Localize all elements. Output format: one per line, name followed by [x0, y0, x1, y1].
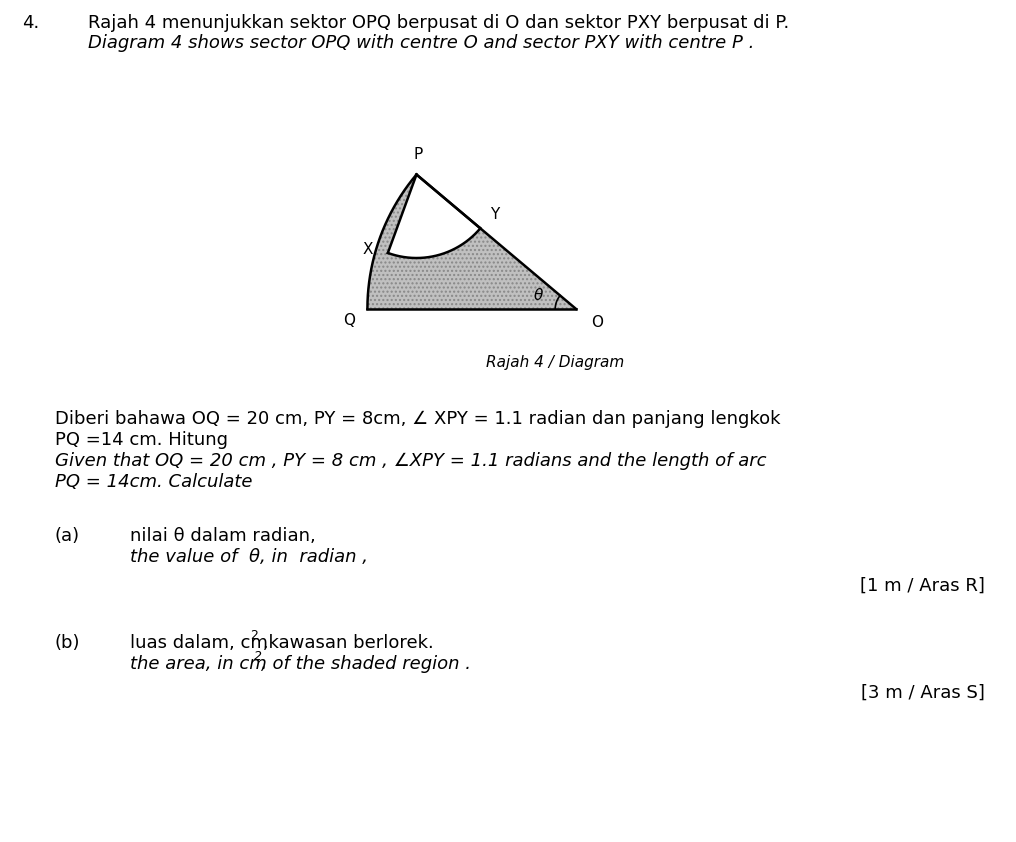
Text: 2: 2	[250, 629, 258, 642]
Text: P: P	[414, 147, 424, 162]
Text: [3 m / Aras S]: [3 m / Aras S]	[862, 684, 985, 702]
Text: PQ =14 cm. Hitung: PQ =14 cm. Hitung	[55, 431, 228, 449]
Polygon shape	[388, 174, 481, 258]
Text: luas dalam, cm: luas dalam, cm	[130, 634, 268, 652]
Text: (b): (b)	[55, 634, 80, 652]
Text: ,kawasan berlorek.: ,kawasan berlorek.	[257, 634, 434, 652]
Text: 2: 2	[254, 650, 262, 663]
Text: Diagram 4 shows sector OPQ with centre O and sector PXY with centre P .: Diagram 4 shows sector OPQ with centre O…	[88, 34, 754, 52]
Text: O: O	[591, 315, 604, 330]
Text: Diberi bahawa OQ = 20 cm, PY = 8cm, ∠ XPY = 1.1 radian dan panjang lengkok: Diberi bahawa OQ = 20 cm, PY = 8cm, ∠ XP…	[55, 410, 780, 428]
Text: the value of  θ, in  radian ,: the value of θ, in radian ,	[130, 548, 368, 566]
Text: (a): (a)	[55, 527, 80, 545]
Text: Y: Y	[491, 207, 500, 222]
Text: PQ = 14cm. Calculate: PQ = 14cm. Calculate	[55, 473, 253, 491]
Text: Q: Q	[342, 312, 355, 328]
Text: 4.: 4.	[22, 14, 40, 32]
Text: Given that OQ = 20 cm , PY = 8 cm , ∠XPY = 1.1 radians and the length of arc: Given that OQ = 20 cm , PY = 8 cm , ∠XPY…	[55, 452, 766, 470]
Text: Rajah 4 / Diagram: Rajah 4 / Diagram	[486, 354, 625, 370]
Polygon shape	[368, 174, 576, 309]
Text: the area, in cm: the area, in cm	[130, 655, 267, 673]
Text: [1 m / Aras R]: [1 m / Aras R]	[861, 577, 985, 595]
Text: Rajah 4 menunjukkan sektor OPQ berpusat di O dan sektor PXY berpusat di P.: Rajah 4 menunjukkan sektor OPQ berpusat …	[88, 14, 789, 32]
Text: $\theta$: $\theta$	[533, 287, 545, 303]
Text: X: X	[363, 242, 373, 257]
Text: nilai θ dalam radian,: nilai θ dalam radian,	[130, 527, 316, 545]
Text: , of the shaded region .: , of the shaded region .	[261, 655, 471, 673]
